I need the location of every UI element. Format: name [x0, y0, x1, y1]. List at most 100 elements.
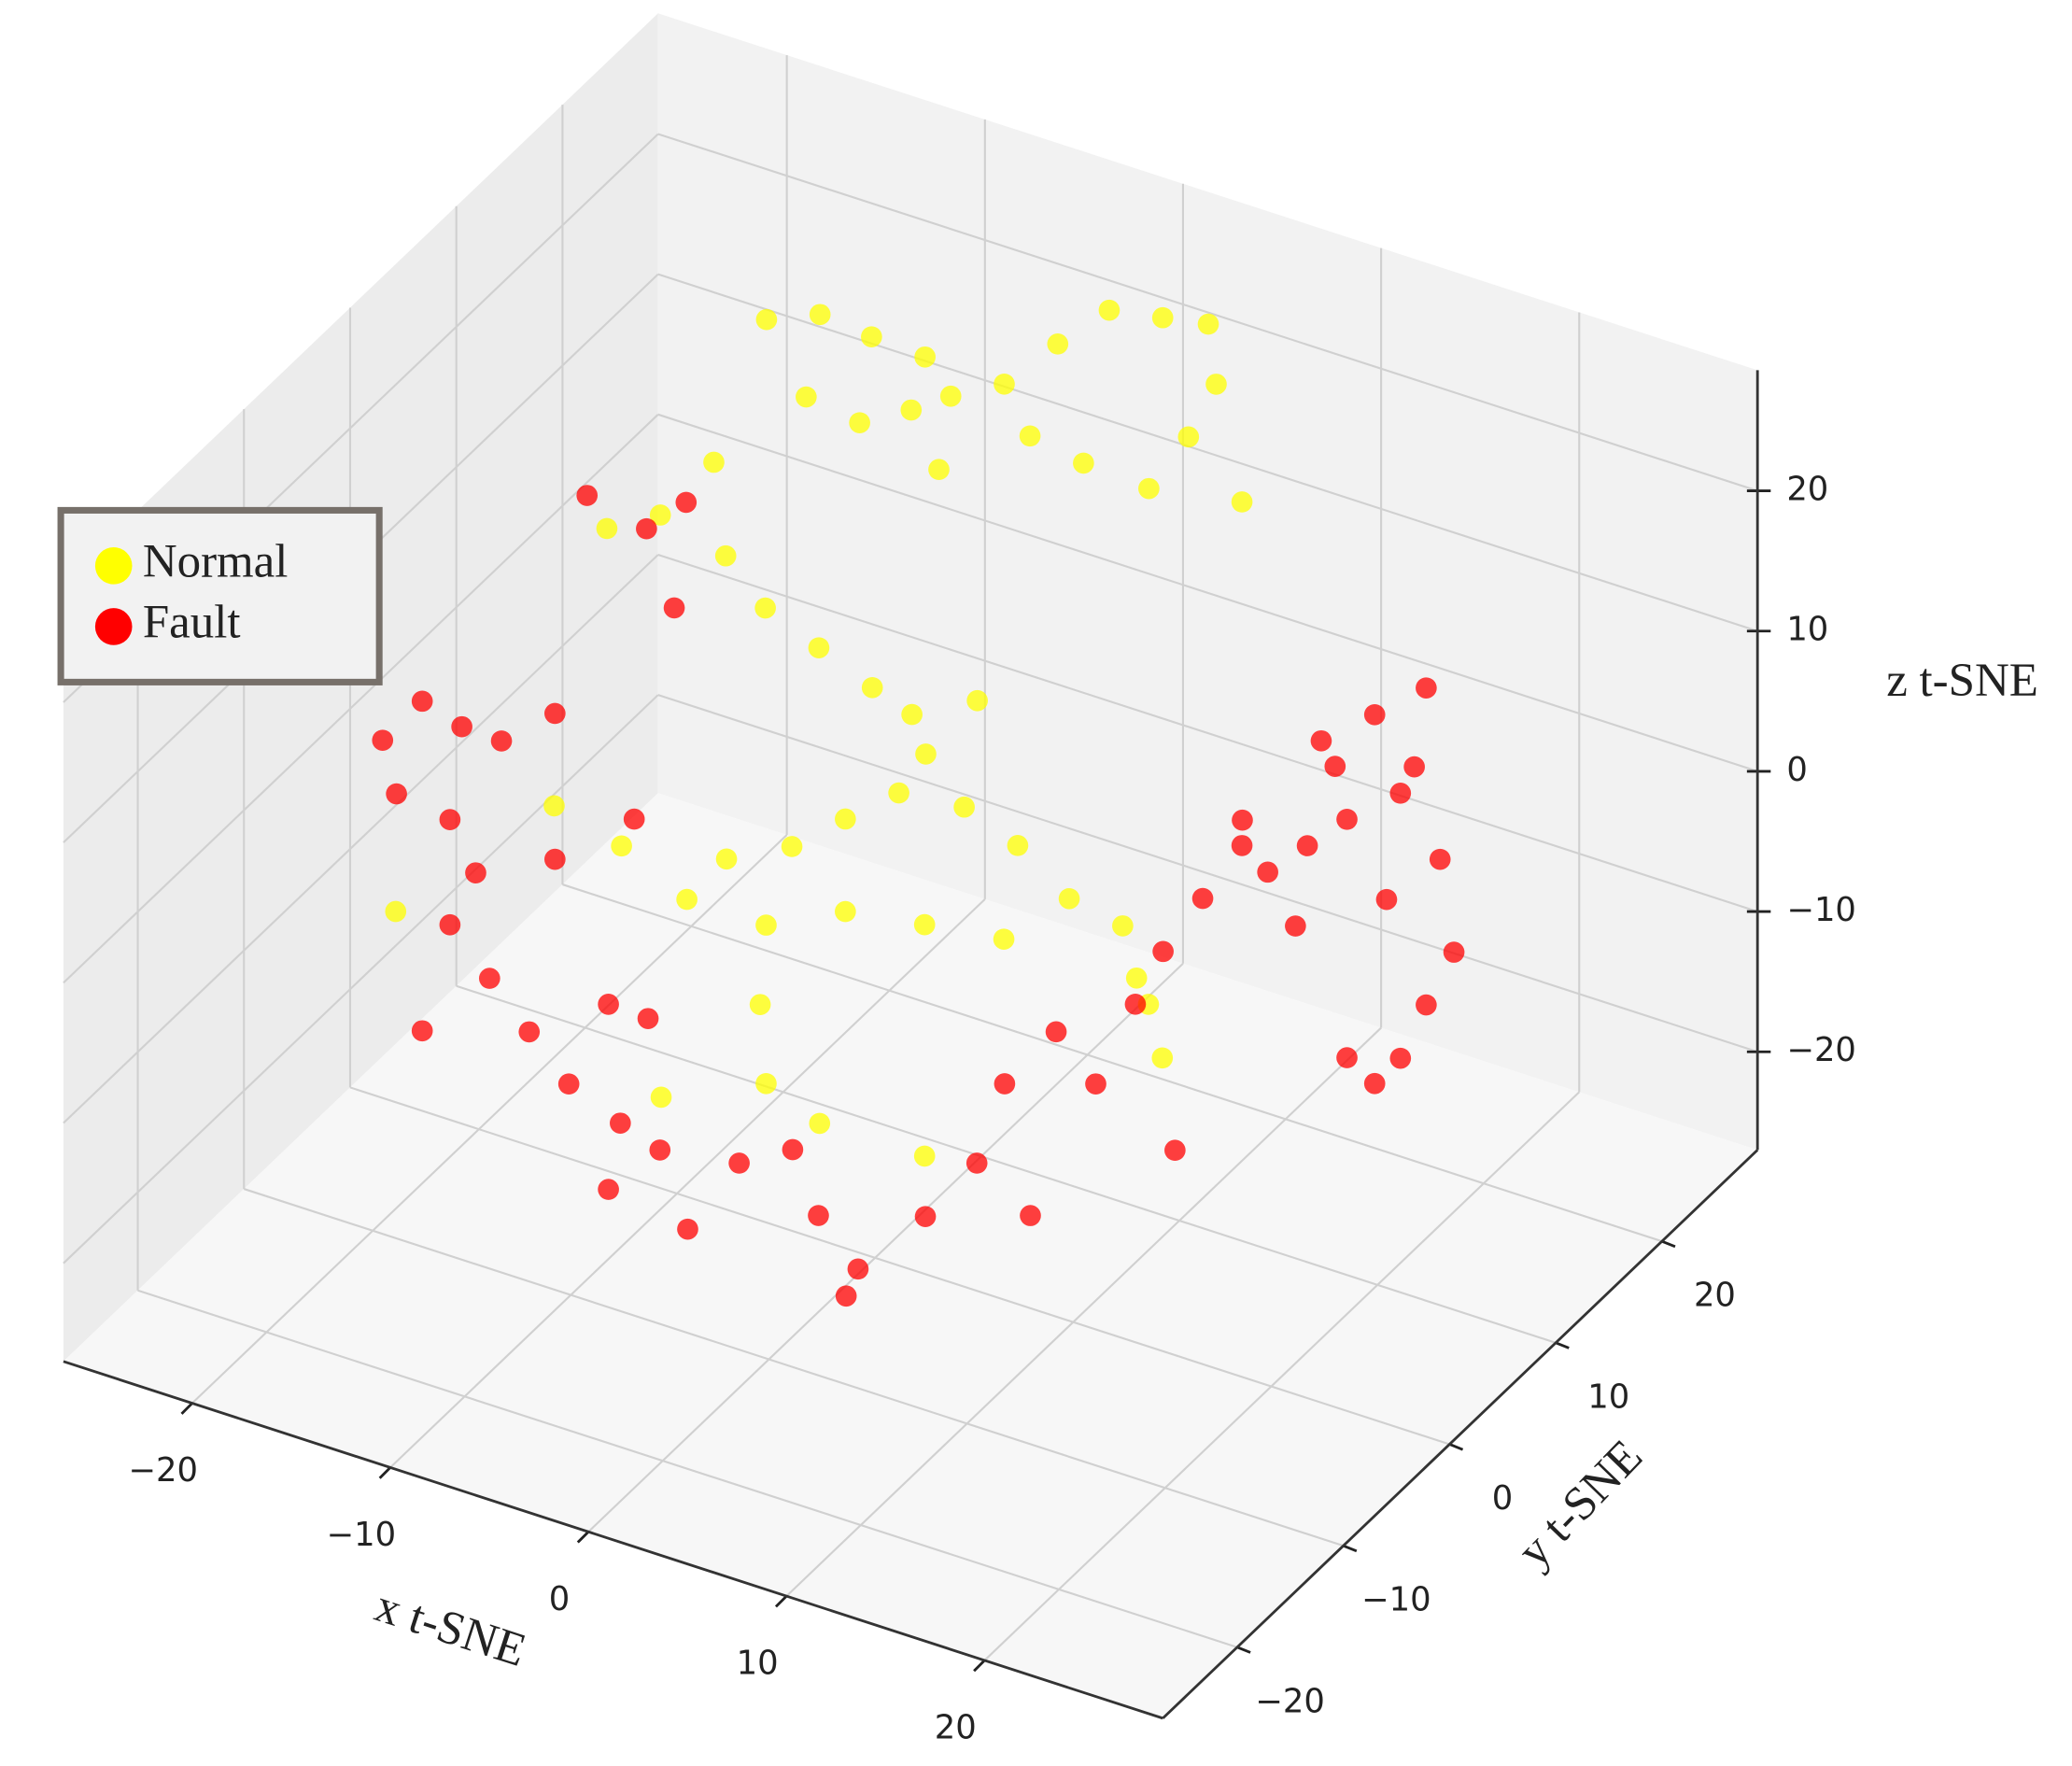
- point: [518, 1021, 541, 1043]
- legend-marker: [94, 608, 133, 645]
- point: [1085, 1073, 1106, 1095]
- point: [544, 848, 566, 870]
- point: [544, 702, 566, 725]
- point: [1151, 1047, 1174, 1069]
- y-axis-label: y t-SNE: [1508, 1430, 1653, 1577]
- point: [1138, 477, 1160, 500]
- y-tick: [1236, 1646, 1251, 1654]
- point: [1191, 887, 1214, 910]
- point: [1164, 1139, 1186, 1162]
- point: [1047, 333, 1069, 355]
- point: [576, 485, 599, 506]
- y-tick: [1555, 1341, 1570, 1349]
- point: [900, 399, 923, 421]
- point: [809, 1112, 831, 1135]
- x-tick-label: 0: [549, 1580, 570, 1618]
- panes: [63, 13, 1758, 1718]
- point: [966, 1152, 988, 1174]
- z-tick-label: −10: [1786, 891, 1856, 929]
- x-tick-label: −10: [327, 1516, 397, 1554]
- floor-pane: [63, 793, 1758, 1718]
- point: [465, 862, 486, 883]
- grid-line: [349, 1086, 1450, 1446]
- point: [1007, 835, 1029, 856]
- point: [755, 308, 778, 331]
- point: [1429, 848, 1451, 870]
- point: [1363, 703, 1386, 726]
- point: [1177, 426, 1200, 448]
- point: [888, 782, 909, 804]
- point: [677, 1218, 698, 1240]
- point: [386, 783, 407, 805]
- point: [1389, 783, 1412, 804]
- x-axis-label: x t-SNE: [369, 1580, 532, 1677]
- point: [861, 676, 883, 699]
- point: [598, 1179, 619, 1200]
- point: [557, 1073, 580, 1095]
- point: [1285, 915, 1306, 937]
- point: [1112, 915, 1134, 937]
- point: [1231, 491, 1253, 513]
- point: [649, 504, 671, 526]
- grid-line: [657, 553, 1758, 913]
- point: [439, 809, 461, 830]
- y-tick-label: 0: [1492, 1479, 1514, 1518]
- back-pane: [657, 13, 1758, 1151]
- point: [1152, 940, 1174, 963]
- point: [809, 304, 831, 326]
- point: [1205, 374, 1227, 395]
- point: [966, 689, 988, 712]
- y-tick-label: 10: [1587, 1377, 1629, 1416]
- point: [835, 1285, 857, 1307]
- point: [1232, 809, 1253, 831]
- point: [1045, 1021, 1067, 1043]
- x-tick-label: 20: [935, 1709, 977, 1747]
- point: [808, 637, 830, 658]
- y-axis: [1162, 1149, 1759, 1719]
- point: [490, 730, 513, 752]
- point: [1336, 808, 1358, 830]
- point: [1019, 425, 1041, 447]
- point: [715, 848, 738, 870]
- x-tick: [378, 1466, 391, 1479]
- point: [994, 373, 1015, 395]
- point: [939, 385, 962, 407]
- x-tick-label: −20: [128, 1451, 198, 1490]
- grid-line: [137, 1289, 1238, 1648]
- point: [994, 1073, 1016, 1095]
- points: [372, 299, 1465, 1307]
- grid-line: [657, 133, 1758, 492]
- point: [754, 597, 776, 619]
- point: [835, 900, 856, 923]
- point: [901, 703, 923, 726]
- grid-line: [63, 554, 659, 1124]
- point: [1389, 1047, 1412, 1069]
- point: [1125, 967, 1148, 989]
- point: [451, 715, 472, 738]
- point: [675, 491, 698, 514]
- legend-marker: [94, 547, 133, 585]
- point: [861, 326, 882, 347]
- point: [915, 743, 937, 765]
- y-tick-label: −10: [1361, 1581, 1431, 1619]
- grid-line: [456, 984, 1557, 1344]
- point: [1296, 835, 1318, 856]
- left-pane: [63, 13, 658, 1362]
- point: [610, 1112, 631, 1134]
- point: [749, 994, 771, 1015]
- grid-line: [389, 898, 986, 1469]
- grid-line: [243, 1188, 1345, 1547]
- z-tick-label: 0: [1786, 751, 1808, 789]
- point: [1058, 887, 1080, 910]
- grid-line: [63, 694, 659, 1264]
- y-tick: [1343, 1544, 1358, 1553]
- point: [914, 346, 936, 368]
- x-tick: [973, 1659, 986, 1673]
- x-axis: [63, 1360, 1163, 1720]
- point: [849, 412, 870, 433]
- point: [676, 888, 698, 911]
- point: [1336, 1047, 1358, 1068]
- point: [1098, 299, 1121, 321]
- point: [637, 1008, 659, 1029]
